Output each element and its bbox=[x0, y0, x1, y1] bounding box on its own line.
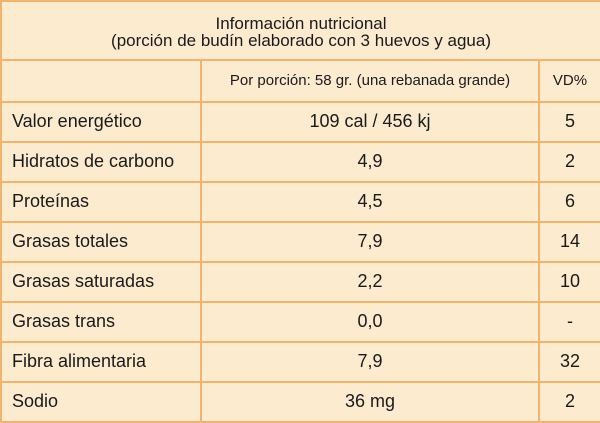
nutrient-vd: 10 bbox=[537, 261, 600, 303]
nutrient-value: 7,9 bbox=[200, 341, 540, 383]
nutrient-value: 0,0 bbox=[200, 301, 540, 343]
table-row: Valor energético 109 cal / 456 kj 5 bbox=[0, 101, 600, 143]
nutrient-value: 7,9 bbox=[200, 221, 540, 263]
header-row: Por porción: 58 gr. (una rebanada grande… bbox=[0, 59, 600, 103]
header-portion: Por porción: 58 gr. (una rebanada grande… bbox=[200, 59, 540, 103]
nutrient-name: Proteínas bbox=[0, 181, 202, 223]
nutrient-name: Grasas trans bbox=[0, 301, 202, 343]
nutrient-vd: 2 bbox=[537, 381, 600, 423]
title-line-1: Información nutricional bbox=[215, 13, 387, 33]
nutrient-name: Sodio bbox=[0, 381, 202, 423]
title-line-2: (porción de budín elaborado con 3 huevos… bbox=[111, 30, 491, 50]
table-row: Hidratos de carbono 4,9 2 bbox=[0, 141, 600, 183]
table-row: Sodio 36 mg 2 bbox=[0, 381, 600, 423]
nutrient-value: 109 cal / 456 kj bbox=[200, 101, 540, 143]
title-row: Información nutricional (porción de budí… bbox=[0, 0, 600, 61]
nutrient-name: Grasas totales bbox=[0, 221, 202, 263]
table-row: Grasas totales 7,9 14 bbox=[0, 221, 600, 263]
nutrient-vd: 2 bbox=[537, 141, 600, 183]
table-row: Grasas trans 0,0 - bbox=[0, 301, 600, 343]
header-empty-cell bbox=[0, 59, 202, 103]
nutrient-name: Fibra alimentaria bbox=[0, 341, 202, 383]
nutrient-vd: 14 bbox=[537, 221, 600, 263]
nutrient-vd: 6 bbox=[537, 181, 600, 223]
table-row: Grasas saturadas 2,2 10 bbox=[0, 261, 600, 303]
nutrient-value: 36 mg bbox=[200, 381, 540, 423]
table-row: Proteínas 4,5 6 bbox=[0, 181, 600, 223]
nutrient-vd: - bbox=[537, 301, 600, 343]
nutrient-value: 4,9 bbox=[200, 141, 540, 183]
nutrient-vd: 5 bbox=[537, 101, 600, 143]
nutrient-value: 4,5 bbox=[200, 181, 540, 223]
nutrient-name: Hidratos de carbono bbox=[0, 141, 202, 183]
nutrient-vd: 32 bbox=[537, 341, 600, 383]
nutrient-value: 2,2 bbox=[200, 261, 540, 303]
header-vd: VD% bbox=[537, 59, 600, 103]
table-row: Fibra alimentaria 7,9 32 bbox=[0, 341, 600, 383]
nutrient-name: Grasas saturadas bbox=[0, 261, 202, 303]
nutrient-name: Valor energético bbox=[0, 101, 202, 143]
table-title: Información nutricional (porción de budí… bbox=[0, 0, 600, 61]
